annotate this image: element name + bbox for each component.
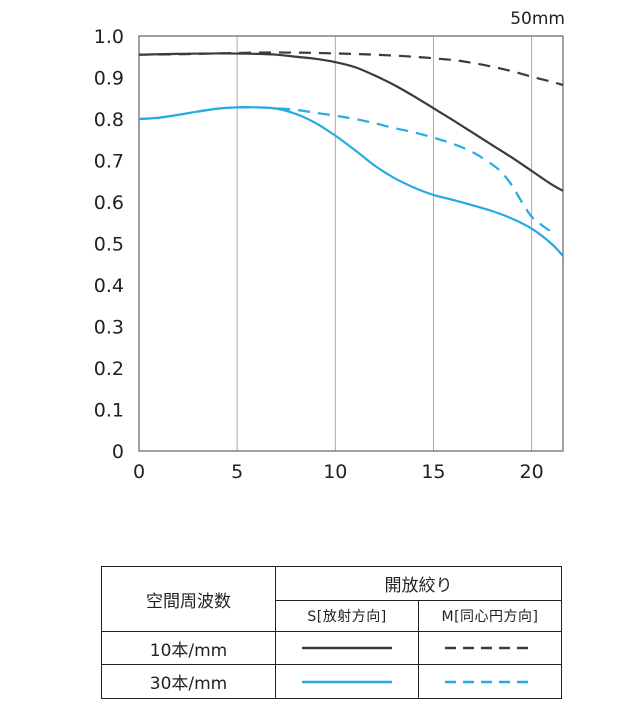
- y-tick-label: 0.8: [94, 109, 124, 131]
- y-tick-label: 0.4: [94, 275, 124, 297]
- legend-row-10-label: 10本/mm: [101, 631, 276, 665]
- legend-header-frequency: 空間周波数: [101, 566, 276, 632]
- y-tick-label: 0.1: [94, 400, 124, 422]
- x-tick-label: 15: [421, 461, 445, 483]
- legend-row-30-meridional: [418, 664, 562, 699]
- y-tick-label: 1.0: [94, 26, 124, 48]
- series-line-1: [138, 51, 564, 87]
- chart-series: [138, 51, 564, 257]
- legend-row-30-sagittal: [275, 664, 419, 699]
- y-tick-label: 0.3: [94, 317, 124, 339]
- y-tick-label: 0.5: [94, 234, 124, 256]
- legend-col-sagittal: S[放射方向]: [275, 600, 419, 632]
- legend-col-meridional: M[同心円方向]: [418, 600, 562, 632]
- legend-row-10-meridional: [418, 631, 562, 665]
- x-tick-label: 20: [519, 461, 543, 483]
- legend-swatch-30-dashed: [445, 680, 535, 683]
- plot-frame: [138, 35, 564, 452]
- y-tick-label: 0: [112, 441, 124, 463]
- series-line-0: [138, 52, 564, 192]
- chart-grid: [236, 36, 533, 451]
- legend-swatch-30-solid: [302, 680, 392, 683]
- y-axis-ticks: 0 0.1 0.2 0.3 0.4 0.5 0.6 0.7 0.8 0.9 1.0: [94, 26, 124, 463]
- legend-swatch-10-dashed: [445, 646, 535, 650]
- x-axis-ticks: 0 5 10 15 20: [133, 461, 544, 483]
- y-tick-label: 0.2: [94, 358, 124, 380]
- series-line-3: [138, 106, 554, 235]
- mtf-chart: 0 0.1 0.2 0.3 0.4 0.5 0.6 0.7 0.8 0.9 1.0 0 5 10 15 20…: [94, 9, 565, 483]
- x-tick-label: 5: [231, 461, 243, 483]
- y-tick-label: 0.6: [94, 192, 124, 214]
- y-tick-label: 0.7: [94, 151, 124, 173]
- legend-row-30-label: 30本/mm: [101, 664, 276, 699]
- legend-row-10-sagittal: [275, 631, 419, 665]
- legend-swatch-10-solid: [302, 646, 392, 650]
- y-tick-label: 0.9: [94, 68, 124, 90]
- x-tick-label: 10: [323, 461, 347, 483]
- focal-length-label: 50mm: [510, 9, 565, 29]
- x-tick-label: 0: [133, 461, 145, 483]
- series-line-2: [138, 106, 564, 257]
- legend-table: 空間周波数 開放絞り S[放射方向] M[同心円方向] 10本/mm 30本/m…: [101, 566, 562, 699]
- legend-header-aperture: 開放絞り: [275, 566, 562, 601]
